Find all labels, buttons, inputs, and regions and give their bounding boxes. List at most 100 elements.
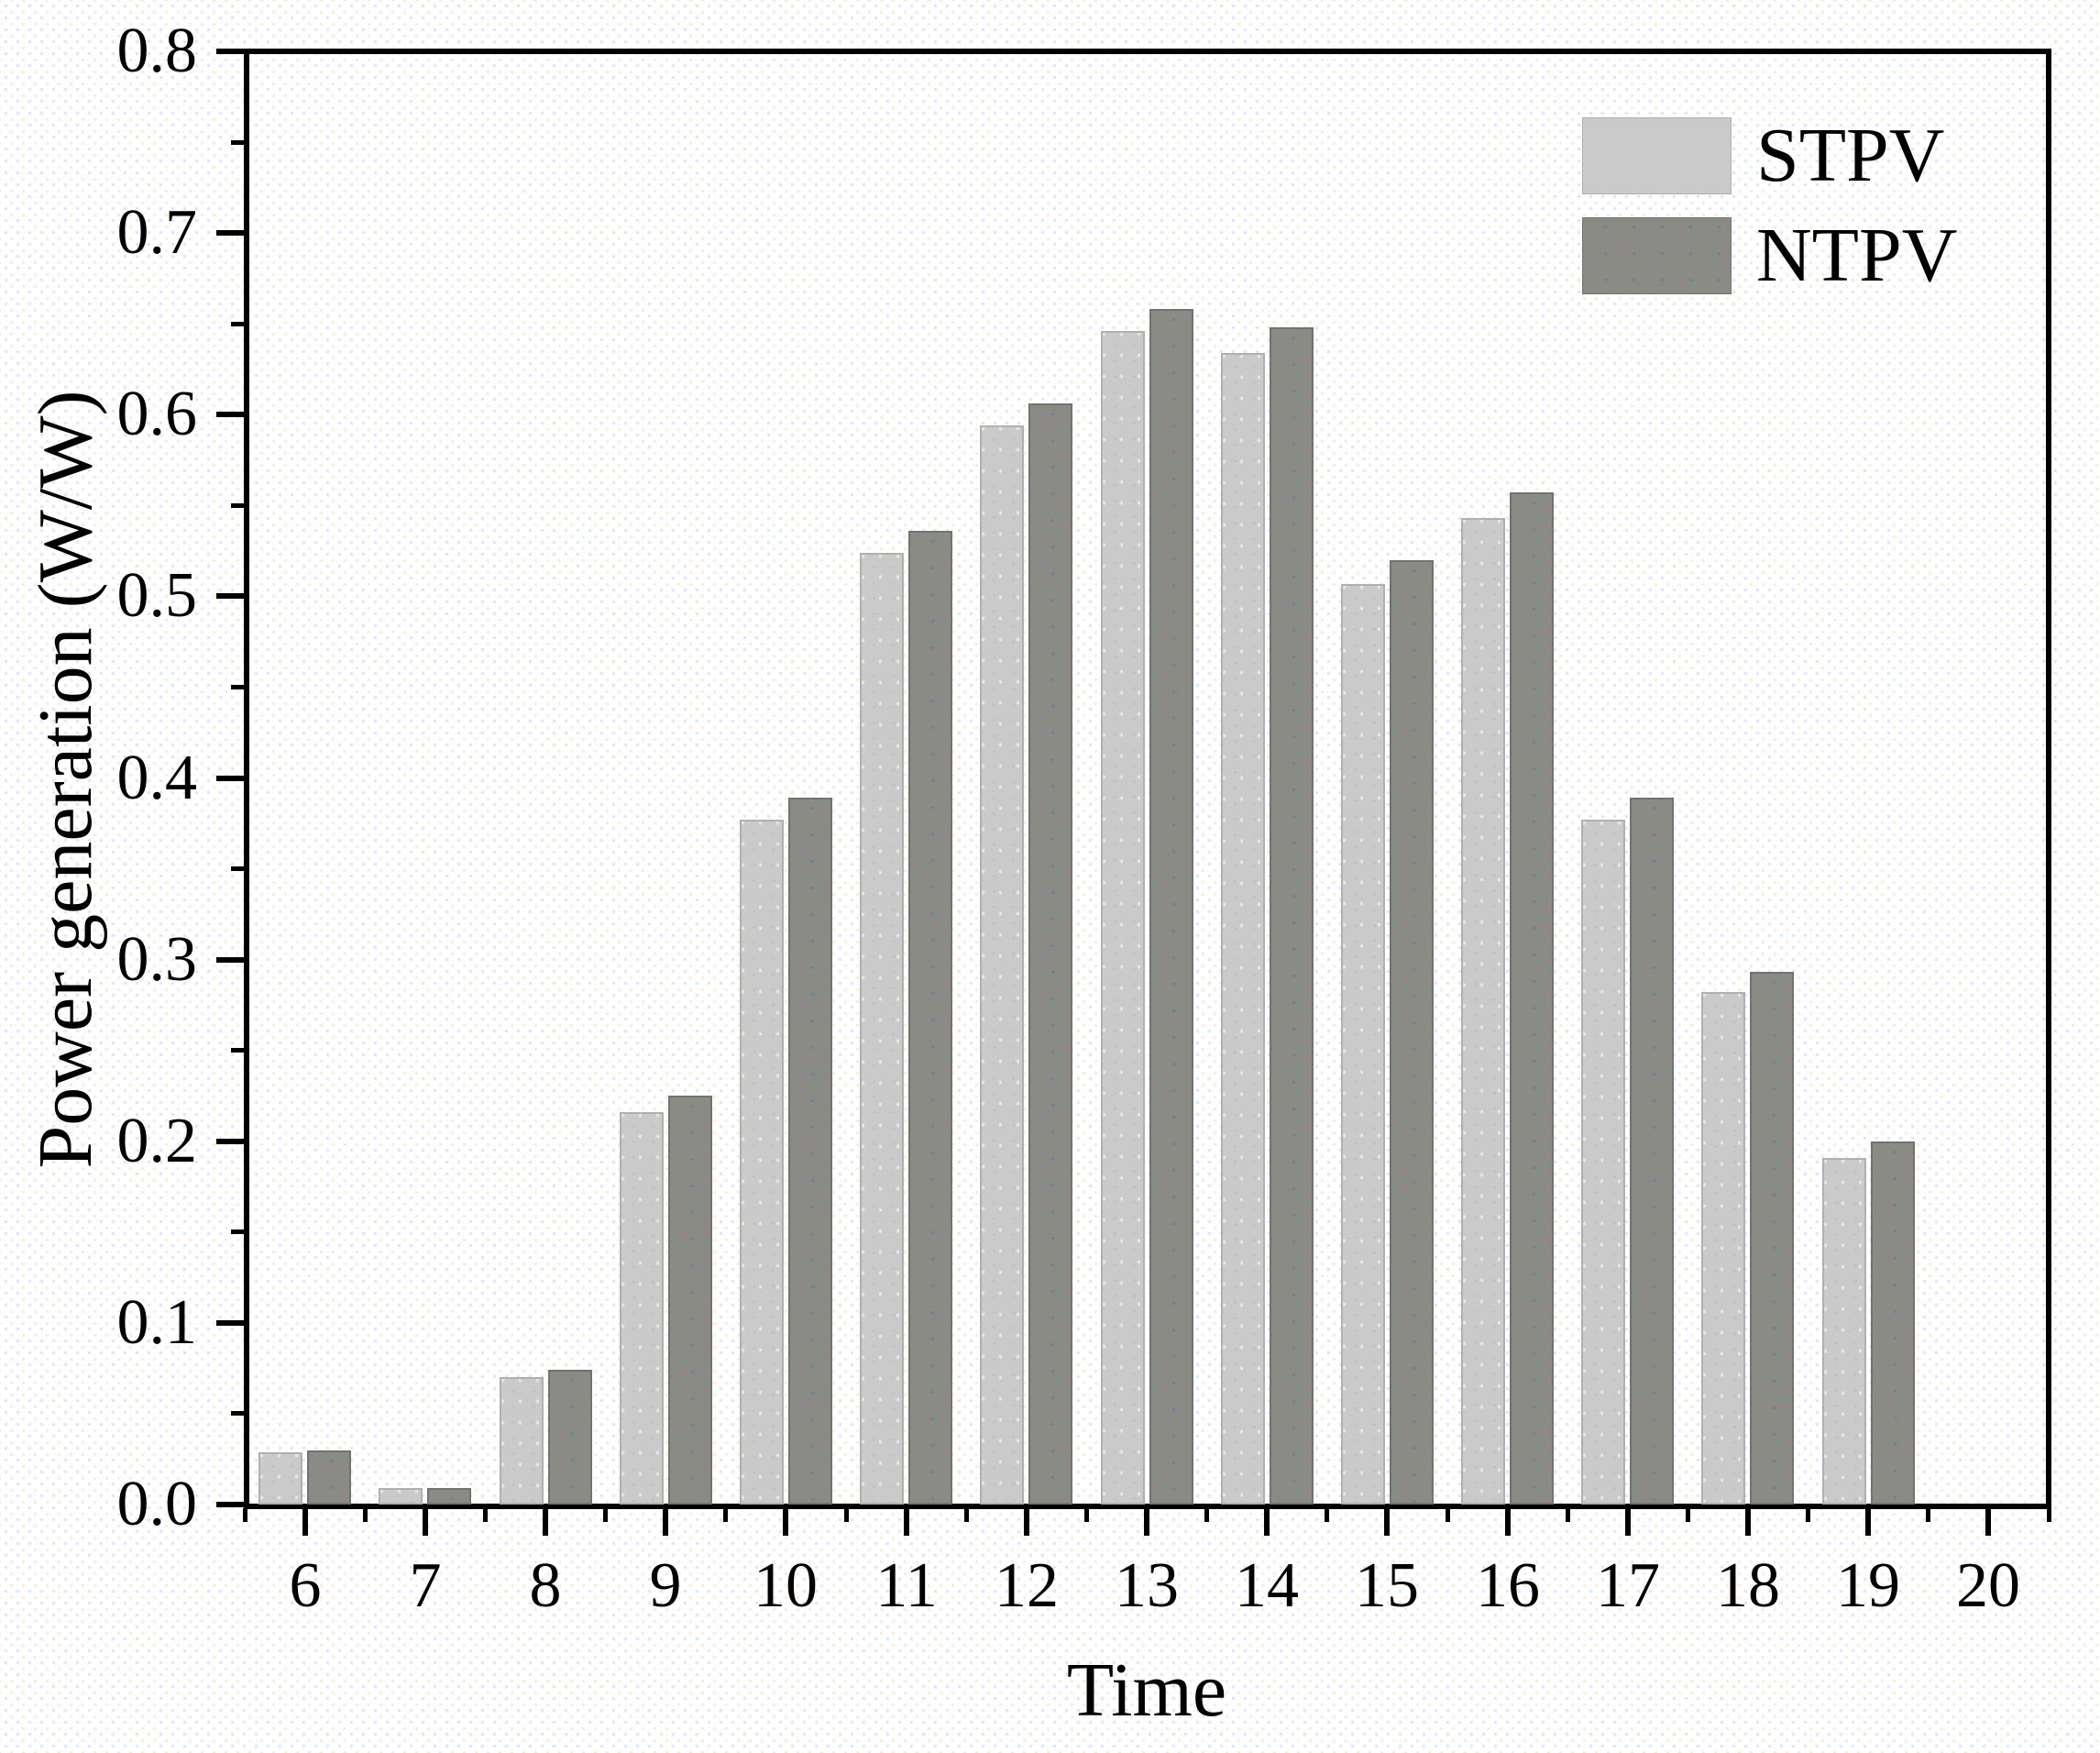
x-minor-tick-18.5 [1806, 1508, 1810, 1522]
legend: STPV NTPV [1582, 114, 1957, 314]
y-tick-0.3 [216, 957, 244, 963]
y-tick-label-0.7: 0.7 [116, 197, 198, 268]
legend-label-stpv: STPV [1756, 113, 1945, 198]
x-minor-tick-7.5 [483, 1508, 488, 1522]
bar-stpv-9 [620, 1112, 664, 1505]
legend-item-stpv: STPV [1582, 114, 1957, 198]
bar-ntpv-7 [427, 1488, 471, 1505]
plot-frame [244, 49, 2051, 1509]
x-tick-13 [1144, 1508, 1149, 1536]
bar-stpv-12 [980, 425, 1024, 1505]
y-tick-label-0.8: 0.8 [116, 16, 198, 86]
bar-ntpv-13 [1149, 309, 1193, 1505]
y-minor-tick-0.15 [231, 1229, 244, 1234]
y-tick-0.4 [216, 776, 244, 781]
y-tick-label-0.1: 0.1 [116, 1287, 198, 1358]
x-minor-tick-15.5 [1446, 1508, 1450, 1522]
x-tick-label-17: 17 [1596, 1550, 1660, 1621]
x-tick-label-19: 19 [1836, 1550, 1900, 1621]
x-minor-tick-13.5 [1204, 1508, 1209, 1522]
y-tick-0.0 [216, 1502, 244, 1507]
x-tick-6 [302, 1508, 308, 1536]
y-axis-title: Power generation (W/W) [23, 390, 108, 1169]
bar-ntpv-11 [908, 531, 952, 1505]
y-tick-label-0.0: 0.0 [116, 1469, 198, 1539]
x-minor-tick-20.5 [2047, 1508, 2051, 1522]
x-minor-tick-6.5 [363, 1508, 368, 1522]
bar-ntpv-12 [1028, 403, 1072, 1505]
x-tick-19 [1865, 1508, 1871, 1536]
x-tick-label-15: 15 [1355, 1550, 1419, 1621]
y-minor-tick-0.35 [231, 866, 244, 871]
x-tick-9 [663, 1508, 668, 1536]
y-tick-0.2 [216, 1139, 244, 1144]
legend-item-ntpv: NTPV [1582, 214, 1957, 298]
legend-swatch-stpv [1582, 117, 1732, 194]
bar-stpv-15 [1341, 584, 1385, 1505]
y-minor-tick-0.05 [231, 1411, 244, 1416]
x-tick-label-7: 7 [409, 1550, 442, 1621]
y-minor-tick-0.75 [231, 140, 244, 145]
x-minor-tick-10.5 [844, 1508, 849, 1522]
x-tick-label-8: 8 [529, 1550, 562, 1621]
y-tick-0.8 [216, 49, 244, 54]
x-tick-label-12: 12 [995, 1550, 1059, 1621]
x-tick-label-18: 18 [1716, 1550, 1780, 1621]
x-minor-tick-5.5 [243, 1508, 247, 1522]
x-tick-10 [783, 1508, 788, 1536]
y-minor-tick-0.55 [231, 503, 244, 508]
y-tick-label-0.4: 0.4 [116, 743, 198, 813]
x-tick-label-16: 16 [1476, 1550, 1540, 1621]
bar-stpv-18 [1701, 992, 1745, 1505]
x-tick-label-14: 14 [1235, 1550, 1299, 1621]
x-tick-label-9: 9 [649, 1550, 682, 1621]
bar-stpv-8 [500, 1377, 544, 1505]
y-minor-tick-0.65 [231, 322, 244, 326]
bar-ntpv-15 [1390, 560, 1434, 1505]
bar-ntpv-9 [668, 1096, 712, 1505]
x-tick-8 [543, 1508, 548, 1536]
x-tick-16 [1505, 1508, 1511, 1536]
bar-stpv-6 [258, 1452, 302, 1505]
x-minor-tick-16.5 [1566, 1508, 1570, 1522]
y-tick-label-0.5: 0.5 [116, 560, 198, 631]
y-minor-tick-0.25 [231, 1048, 244, 1053]
bar-stpv-7 [379, 1488, 423, 1505]
x-minor-tick-9.5 [723, 1508, 728, 1522]
bar-stpv-14 [1221, 353, 1265, 1505]
y-minor-tick-0.45 [231, 685, 244, 689]
bar-ntpv-10 [788, 798, 832, 1505]
x-tick-11 [904, 1508, 909, 1536]
y-tick-0.1 [216, 1320, 244, 1326]
x-minor-tick-14.5 [1325, 1508, 1329, 1522]
bar-ntpv-16 [1510, 492, 1554, 1505]
y-tick-0.6 [216, 412, 244, 417]
x-tick-label-20: 20 [1956, 1550, 2020, 1621]
x-tick-label-11: 11 [875, 1550, 938, 1621]
x-tick-label-6: 6 [289, 1550, 322, 1621]
x-tick-14 [1264, 1508, 1270, 1536]
bar-stpv-17 [1581, 820, 1625, 1505]
x-tick-label-13: 13 [1115, 1550, 1179, 1621]
bar-ntpv-6 [307, 1450, 351, 1505]
x-minor-tick-12.5 [1084, 1508, 1089, 1522]
x-tick-15 [1384, 1508, 1390, 1536]
bar-ntpv-14 [1270, 327, 1314, 1505]
bar-stpv-10 [740, 820, 784, 1505]
bar-stpv-11 [860, 553, 904, 1505]
bar-ntpv-18 [1750, 972, 1794, 1505]
x-tick-7 [423, 1508, 428, 1536]
x-tick-18 [1745, 1508, 1751, 1536]
x-minor-tick-19.5 [1926, 1508, 1930, 1522]
bar-ntpv-8 [548, 1370, 592, 1505]
legend-label-ntpv: NTPV [1756, 213, 1958, 298]
bar-stpv-19 [1822, 1158, 1866, 1505]
x-axis-title: Time [1066, 1648, 1227, 1733]
x-minor-tick-8.5 [603, 1508, 608, 1522]
bar-stpv-16 [1461, 518, 1505, 1505]
legend-swatch-ntpv [1582, 217, 1732, 294]
x-tick-17 [1625, 1508, 1631, 1536]
x-minor-tick-11.5 [964, 1508, 969, 1522]
y-tick-0.7 [216, 230, 244, 236]
